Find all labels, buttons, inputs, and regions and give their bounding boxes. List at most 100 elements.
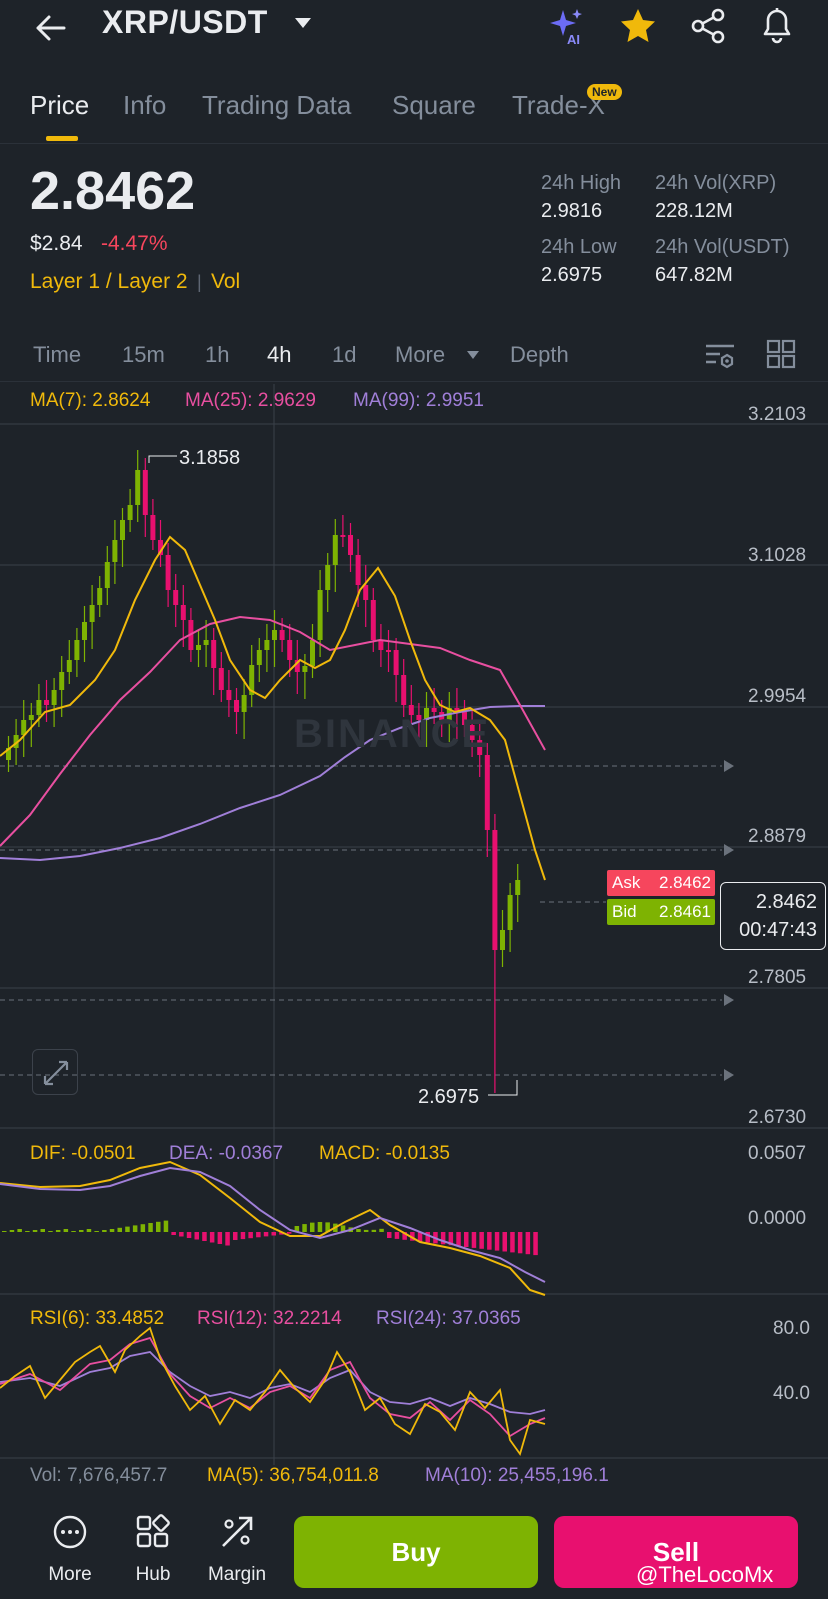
svg-text:AI: AI [567,32,580,46]
macd-histogram-bar [302,1224,307,1232]
active-tab-indicator [46,136,78,141]
back-arrow-icon[interactable] [30,8,70,48]
margin-button[interactable]: Margin [197,1500,277,1599]
caret-down-icon[interactable] [293,16,313,30]
macd-histogram-bar [225,1232,230,1246]
sell-button[interactable]: Sell [554,1516,798,1588]
layout-grid-icon[interactable] [766,338,796,370]
rsi-axis-label: 80.0 [773,1318,810,1339]
candle-body [469,725,475,740]
rsi6-legend: RSI(6): 33.4852 [30,1308,165,1329]
candle-body [28,715,34,720]
candle-body [363,585,369,600]
hub-button[interactable]: Hub [113,1500,193,1599]
hub-label: Hub [135,1564,171,1585]
tab-square[interactable]: Square [392,90,476,120]
macd-histogram-bar [256,1232,261,1238]
new-badge: New [587,84,622,100]
macd-histogram-bar [186,1232,192,1238]
candle-body [165,555,171,590]
interval-15m[interactable]: 15m [122,342,165,367]
interval-time[interactable]: Time [33,342,82,367]
bid-label: Bid [612,902,637,921]
macd-dif-legend: DIF: -0.0501 [30,1143,136,1164]
macd-histogram-bar [194,1232,199,1240]
bottom-action-bar: More Hub Margin Buy Sell @TheLocoMx [0,1500,828,1599]
candle-body [332,535,338,565]
tab-price[interactable]: Price [30,90,90,120]
interval-4h[interactable]: 4h [267,342,292,367]
macd-histogram-bar [387,1232,392,1238]
candle-body [492,830,498,950]
fullscreen-button[interactable] [32,1049,78,1095]
candle-body [515,880,521,895]
margin-label: Margin [207,1564,267,1585]
macd-histogram-bar [317,1222,323,1232]
ai-sparkle-icon[interactable]: AI [547,6,591,46]
interval-depth[interactable]: Depth [510,342,569,367]
star-icon[interactable] [618,6,658,46]
macd-histogram-bar [117,1227,122,1232]
macd-histogram-bar [179,1232,184,1237]
more-label: More [48,1564,92,1585]
vol-usdt-value: 647.82M [655,264,733,286]
price-axis-label: 3.2103 [748,404,807,425]
watermark-credit: @TheLocoMx [636,1562,774,1587]
indicator-settings-icon[interactable] [704,338,738,372]
candle-body [142,470,148,515]
candle-body [256,650,262,665]
more-caret-icon[interactable] [466,350,480,360]
candle-body [218,668,224,690]
macd-histogram-bar [379,1228,384,1232]
candle-body [203,640,209,645]
candle-body [135,470,141,505]
macd-value-legend: MACD: -0.0135 [319,1143,450,1164]
macd-histogram-bar [48,1231,53,1232]
candle-body [112,540,118,562]
macd-histogram-bar [248,1232,253,1239]
macd-histogram-bar [202,1232,207,1241]
macd-histogram-bar [425,1232,430,1243]
buy-button[interactable]: Buy [294,1516,538,1588]
macd-histogram-bar [294,1226,300,1232]
low-value: 2.6975 [541,264,603,286]
pair-title[interactable]: XRP/USDT [102,4,268,40]
share-icon[interactable] [688,6,728,46]
candle-body [173,590,179,605]
macd-histogram-bar [456,1232,461,1247]
candle-body [378,640,384,650]
more-dots-icon [53,1515,87,1549]
bid-tag: Bid 2.8461 [607,899,715,925]
category-tag[interactable]: Layer 1 / Layer 2 [30,270,188,293]
macd-histogram-bar [2,1231,7,1232]
macd-histogram-bar [40,1229,45,1232]
price-change-percent: -4.47% [101,232,168,255]
candle-body [302,666,308,672]
candle-body [120,520,125,540]
macd-histogram-bar [125,1226,130,1232]
interval-1h[interactable]: 1h [205,342,230,367]
macd-histogram-bar [286,1232,292,1234]
vol-xrp-value: 228.12M [655,200,733,222]
candle-body [401,675,407,705]
candle-body [431,708,437,712]
interval-more[interactable]: More [395,342,446,367]
macd-histogram-bar [32,1230,38,1232]
macd-histogram-bar [479,1232,484,1249]
more-button[interactable]: More [30,1500,110,1599]
macd-histogram-bar [86,1229,92,1232]
rsi24-legend: RSI(24): 37.0365 [376,1308,521,1329]
tab-trading-data[interactable]: Trading Data [202,90,352,120]
price-axis-label: 2.9954 [748,686,807,707]
candlestick-chart[interactable] [0,380,828,1465]
interval-1d[interactable]: 1d [332,342,357,367]
macd-histogram-bar [63,1229,69,1232]
macd-histogram-bar [55,1230,61,1232]
macd-histogram-bar [132,1225,138,1232]
tab-info[interactable]: Info [123,90,167,120]
vol-tag[interactable]: Vol [211,270,241,293]
macd-histogram-bar [356,1229,361,1232]
bell-icon[interactable] [757,4,797,46]
high-marker-label: 3.1858 [179,447,241,469]
macd-histogram-bar [310,1222,315,1232]
